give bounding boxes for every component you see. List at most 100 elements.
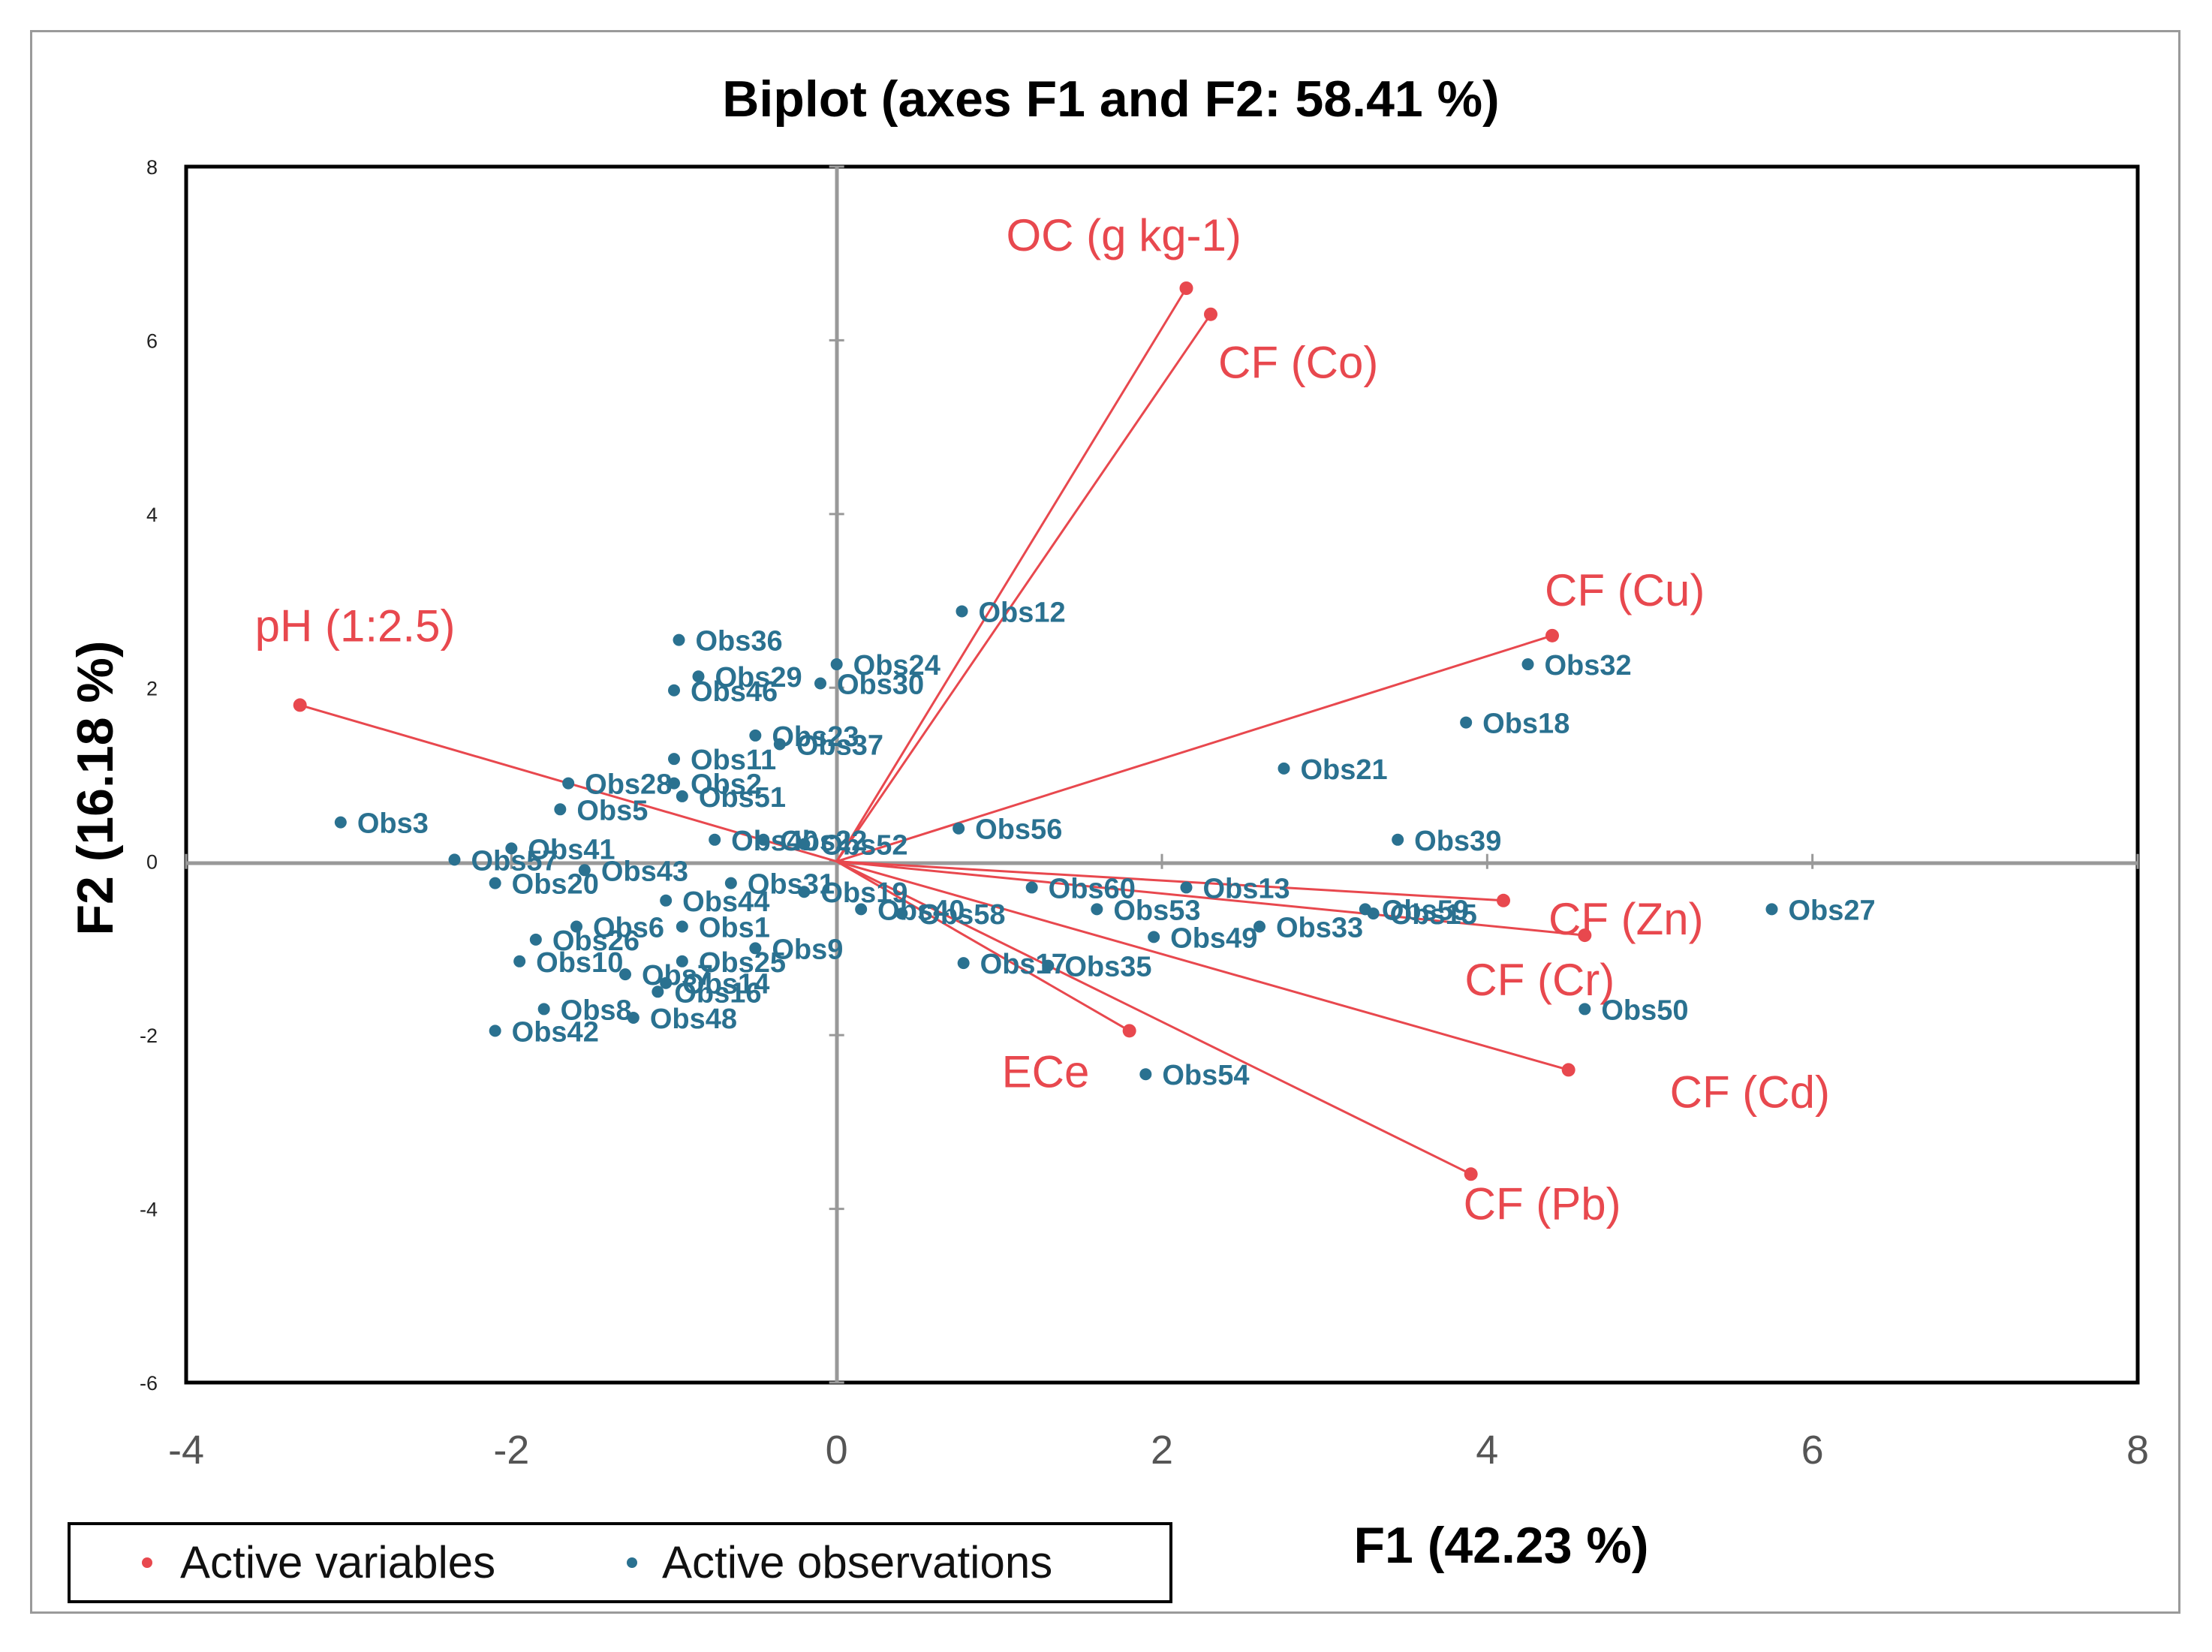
observation-point-obs5	[554, 803, 567, 816]
observation-label-obs37: Obs37	[796, 730, 883, 762]
observation-point-obs39	[1392, 833, 1404, 846]
observation-label-obs20: Obs20	[512, 869, 599, 901]
observation-point-obs27	[1765, 903, 1778, 916]
observation-label-obs9: Obs9	[772, 934, 843, 965]
x-tick-labels: -4 -2 0 2 4 6 8	[168, 1428, 2149, 1473]
observation-label-obs3: Obs3	[357, 808, 429, 840]
observation-point-obs19	[798, 886, 811, 898]
observation-label-obs8: Obs8	[561, 995, 632, 1026]
observation-label-obs22: Obs22	[780, 826, 867, 857]
observation-point-obs51	[676, 790, 688, 802]
observation-point-obs41	[505, 842, 518, 855]
y-tick-label: 8	[146, 156, 158, 179]
observation-point-obs16	[652, 985, 664, 998]
chart-title: Biplot (axes F1 and F2: 58.41 %)	[722, 71, 1499, 128]
variable-label-cf-cd: CF (Cd)	[1670, 1067, 1830, 1117]
observation-label-obs12: Obs12	[979, 597, 1066, 628]
x-tick-label: 0	[826, 1428, 848, 1473]
observation-label-obs33: Obs33	[1276, 913, 1363, 944]
observation-point-obs46	[668, 684, 680, 697]
observation-label-obs16: Obs16	[674, 977, 761, 1009]
observation-point-obs26	[529, 933, 542, 946]
variable-vector-cf-cd	[836, 860, 1569, 1071]
observation-label-obs46: Obs46	[691, 676, 778, 708]
variable-vector-oc-g-kg-1	[835, 287, 1187, 862]
tick-marks	[185, 165, 2139, 1384]
observation-point-obs36	[673, 633, 685, 646]
legend-marker-observations	[627, 1557, 637, 1568]
observation-point-obs17	[957, 957, 970, 970]
observation-point-obs23	[749, 729, 762, 742]
x-tick-label: -2	[493, 1428, 529, 1473]
variable-point-cf-pb	[1464, 1167, 1478, 1181]
y-tick-label: 6	[146, 329, 158, 352]
observation-point-obs42	[489, 1025, 501, 1037]
variable-point-cf-cr	[1578, 928, 1592, 943]
variable-label-ece: ECe	[1002, 1046, 1090, 1097]
observation-point-obs48	[627, 1012, 640, 1024]
observation-label-obs58: Obs58	[918, 899, 1005, 931]
observation-label-obs29: Obs29	[715, 662, 802, 694]
variable-vectors: OC (g kg-1) CF (Co) CF (Cu) pH (1:2.5) CF (Z…	[255, 210, 1830, 1229]
observation-label-obs50: Obs50	[1601, 995, 1688, 1026]
observation-point-obs44	[660, 894, 673, 907]
variable-point-cf-co	[1204, 307, 1217, 321]
observation-point-obs30	[814, 677, 826, 690]
observation-label-obs39: Obs39	[1414, 826, 1501, 857]
observation-point-obs49	[1148, 931, 1160, 943]
observation-points: Obs36 Obs12 Obs24 Obs29 Obs30 Obs46 Obs32 Obs18…	[334, 597, 1876, 1091]
variable-point-oc-g-kg-1	[1179, 281, 1193, 295]
observation-point-obs1	[676, 920, 688, 933]
legend-label-variables: Active variables	[180, 1537, 495, 1587]
observation-label-obs10: Obs10	[536, 947, 623, 979]
y-axis-title: F2 (16.18 %)	[67, 640, 124, 935]
x-tick-label: 4	[1476, 1428, 1498, 1473]
observation-point-obs18	[1460, 716, 1473, 729]
y-tick-label: -6	[140, 1372, 158, 1395]
observation-point-obs29	[692, 670, 705, 683]
variable-vector-cf-pb	[836, 860, 1472, 1175]
observation-point-obs37	[773, 738, 786, 751]
observation-label-obs21: Obs21	[1301, 754, 1388, 786]
observation-point-obs25	[676, 955, 688, 967]
observation-point-obs56	[953, 822, 965, 835]
y-tick-labels: 8 6 4 2 0 -2 -4 -6	[140, 156, 158, 1395]
variable-vector-cf-co	[835, 313, 1212, 862]
observation-label-obs53: Obs53	[1113, 895, 1200, 926]
observation-label-obs40: Obs40	[877, 895, 965, 926]
observation-label-obs23: Obs23	[772, 721, 859, 753]
observation-point-obs58	[895, 907, 908, 920]
observation-label-obs42: Obs42	[512, 1016, 599, 1048]
y-tick-label: -4	[140, 1199, 158, 1221]
observation-label-obs51: Obs51	[699, 782, 786, 814]
y-tick-label: -2	[140, 1025, 158, 1047]
observation-label-obs19: Obs19	[820, 877, 907, 909]
observation-point-obs8	[537, 1003, 550, 1016]
legend-marker-variables	[142, 1557, 152, 1568]
variable-label-oc-g-kg-1: OC (g kg-1)	[1007, 210, 1241, 260]
observation-point-obs28	[562, 777, 575, 790]
variable-point-ph-1-2-5	[293, 698, 307, 712]
variable-point-cf-cd	[1561, 1063, 1575, 1077]
observation-label-obs52: Obs52	[820, 830, 907, 862]
variable-label-cf-cu: CF (Cu)	[1545, 565, 1705, 615]
observation-point-obs50	[1578, 1003, 1591, 1016]
observation-point-obs43	[578, 864, 591, 877]
observation-label-obs26: Obs26	[552, 925, 640, 957]
observation-point-obs33	[1253, 920, 1266, 933]
variable-point-cf-cu	[1545, 628, 1559, 642]
variable-label-cf-pb: CF (Pb)	[1464, 1178, 1621, 1229]
observation-point-obs60	[1025, 881, 1038, 894]
observation-label-obs31: Obs31	[748, 869, 835, 901]
x-tick-label: 2	[1151, 1428, 1173, 1473]
variable-label-cf-cr: CF (Cr)	[1464, 955, 1615, 1005]
observation-label-obs35: Obs35	[1064, 952, 1151, 983]
observation-point-obs54	[1139, 1068, 1152, 1081]
legend-box	[68, 1522, 1172, 1603]
legend-label-observations: Active observations	[662, 1537, 1052, 1587]
observation-label-obs13: Obs13	[1203, 873, 1290, 904]
observation-label-obs44: Obs44	[682, 886, 769, 918]
observation-label-obs17: Obs17	[980, 949, 1067, 980]
observation-point-obs7	[619, 968, 631, 981]
